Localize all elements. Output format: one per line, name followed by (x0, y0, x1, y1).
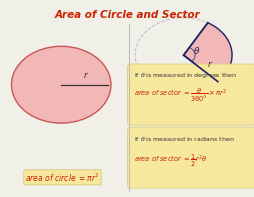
Text: If $\theta$ is measured in degrees then: If $\theta$ is measured in degrees then (133, 71, 236, 80)
FancyBboxPatch shape (127, 64, 254, 125)
Text: If $\theta$ is measured in radians then: If $\theta$ is measured in radians then (133, 135, 234, 143)
Text: r: r (84, 71, 88, 80)
Text: area of sector $=\dfrac{\theta}{360°}\times\pi r^2$: area of sector $=\dfrac{\theta}{360°}\ti… (133, 87, 226, 104)
Text: area of circle $= \pi r^2$: area of circle $= \pi r^2$ (25, 171, 100, 183)
Text: r: r (207, 60, 211, 69)
Text: area of sector $=\dfrac{1}{2}r^2\theta$: area of sector $=\dfrac{1}{2}r^2\theta$ (133, 152, 207, 169)
Wedge shape (183, 23, 231, 82)
Text: $\theta$: $\theta$ (192, 45, 199, 56)
Text: Area of Circle and Sector: Area of Circle and Sector (54, 10, 200, 20)
Circle shape (11, 46, 110, 123)
FancyBboxPatch shape (127, 127, 254, 188)
